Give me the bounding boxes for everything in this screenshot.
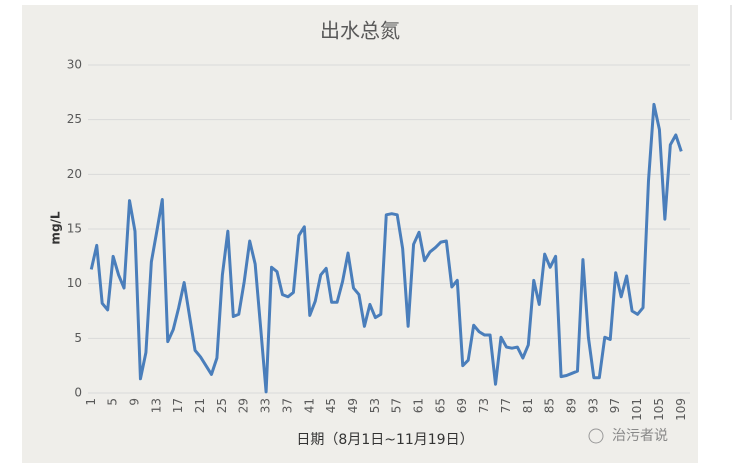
y-tick-label: 0 (74, 386, 82, 400)
x-tick-label: 29 (237, 398, 251, 413)
data-line (89, 102, 683, 394)
x-tick-label: 61 (412, 398, 426, 413)
x-tick-label: 101 (630, 398, 644, 421)
y-tick-label: 10 (67, 276, 82, 290)
chart-title: 出水总氮 (320, 19, 400, 43)
watermark-icon (588, 428, 604, 444)
x-tick-label: 41 (302, 398, 316, 413)
x-tick-label: 25 (215, 398, 229, 413)
x-axis-label: 日期（8月1日~11月19日） (296, 432, 473, 448)
x-tick-label: 69 (455, 398, 469, 413)
x-tick-label: 49 (346, 398, 360, 413)
x-tick-label: 5 (106, 398, 120, 406)
y-tick-label: 20 (67, 167, 82, 181)
x-tick-label: 9 (127, 398, 141, 406)
x-tick-label: 33 (259, 398, 273, 413)
x-tick-label: 45 (324, 398, 338, 413)
x-tick-label: 21 (193, 398, 207, 413)
y-tick-label: 15 (67, 222, 82, 236)
x-tick-label: 77 (499, 398, 513, 413)
y-tick-label: 30 (67, 58, 82, 72)
x-tick-label: 37 (280, 398, 294, 413)
y-tick-label: 25 (67, 112, 82, 126)
x-tick-label: 85 (543, 398, 557, 413)
y-axis-label: mg/L (49, 211, 63, 244)
x-tick-label: 97 (608, 398, 622, 413)
x-tick-label: 109 (674, 398, 688, 421)
y-tick-label: 5 (74, 331, 82, 345)
chart-background (22, 5, 698, 463)
x-tick-label: 93 (586, 398, 600, 413)
x-tick-label: 81 (521, 398, 535, 413)
x-tick-label: 73 (477, 398, 491, 413)
x-tick-label: 105 (652, 398, 666, 421)
x-tick-label: 57 (390, 398, 404, 413)
x-tick-label: 17 (171, 398, 185, 413)
x-tick-label: 89 (565, 398, 579, 413)
watermark: 治污者说 (612, 428, 668, 444)
x-tick-label: 1 (84, 398, 98, 406)
x-tick-label: 13 (149, 398, 163, 413)
x-tick-label: 65 (433, 398, 447, 413)
x-tick-label: 53 (368, 398, 382, 413)
